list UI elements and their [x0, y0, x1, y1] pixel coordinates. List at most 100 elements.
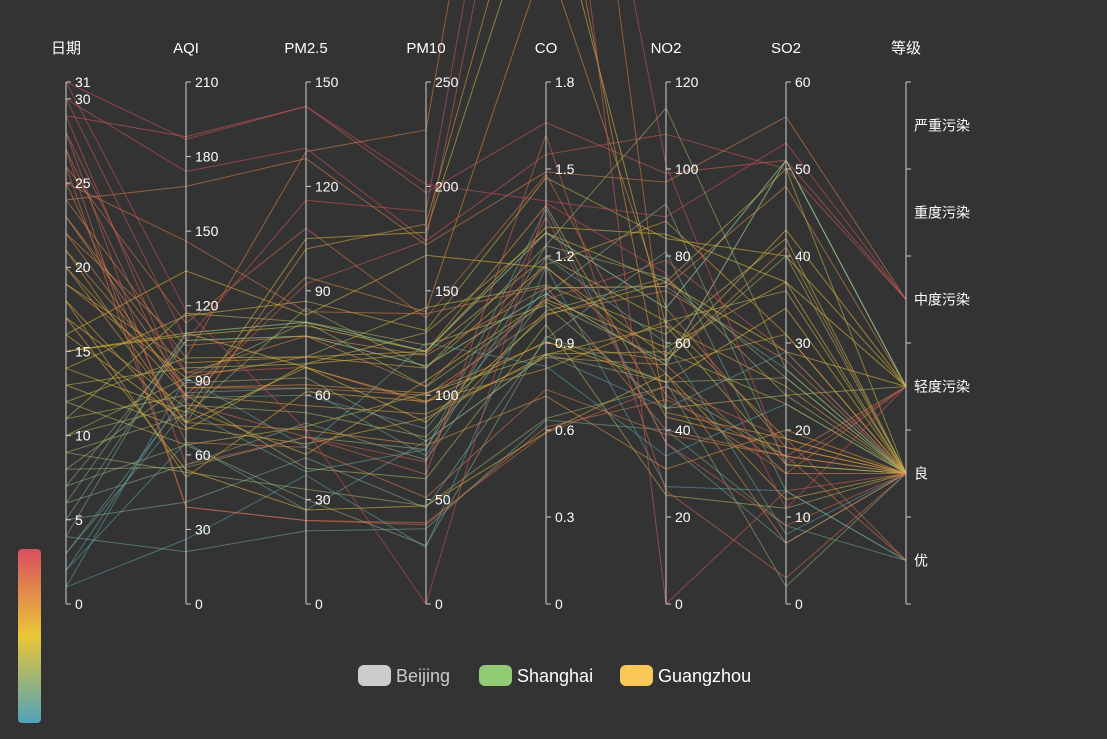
data-line	[65, 182, 907, 457]
tick-label: 0	[675, 596, 683, 612]
tick-label: 40	[675, 422, 691, 438]
data-line	[65, 0, 906, 474]
data-line	[65, 107, 907, 474]
tick-label: 120	[675, 74, 699, 90]
tick-label: 30	[795, 335, 811, 351]
data-line	[65, 250, 907, 561]
axis-pm25: PM2.5 0 30 60 90 120 150	[284, 40, 338, 612]
data-line	[65, 168, 907, 474]
data-line	[65, 385, 907, 507]
data-line	[65, 132, 907, 527]
axis-name: CO	[535, 40, 558, 57]
tick-label: 50	[435, 492, 451, 508]
tick-label: 80	[675, 248, 691, 264]
tick-label: 0	[435, 596, 443, 612]
tick-label: 25	[75, 175, 91, 191]
data-line	[65, 0, 907, 474]
tick-label: 150	[435, 283, 459, 299]
data-line	[65, 0, 907, 466]
legend-label[interactable]: Guangzhou	[658, 666, 751, 686]
data-line	[65, 317, 907, 511]
data-line	[65, 354, 907, 474]
axis-co: CO 0 0.3 0.6 0.9 1.2 1.5 1.8	[535, 40, 575, 612]
data-line	[65, 81, 907, 606]
axis-so2: SO2 0 10 20 30 40 50 60	[771, 40, 811, 612]
tick-label: 20	[675, 509, 691, 525]
data-line	[65, 0, 907, 606]
data-line	[65, 250, 907, 474]
tick-label: 30	[75, 91, 91, 107]
legend-item-beijing[interactable]: Beijing	[358, 665, 450, 686]
data-line	[65, 0, 907, 474]
data-line	[65, 281, 907, 423]
data-line	[65, 207, 907, 554]
visual-map-bar[interactable]	[18, 549, 41, 723]
tick-label: 210	[195, 74, 219, 90]
legend-swatch[interactable]	[358, 665, 391, 686]
tick-label: 20	[795, 422, 811, 438]
data-line	[65, 300, 907, 478]
legend-item-shanghai[interactable]: Shanghai	[479, 665, 593, 686]
data-line	[65, 216, 907, 544]
tick-label: 0	[195, 596, 203, 612]
axis-name: 等级	[891, 39, 921, 57]
data-line	[65, 132, 907, 474]
tick-label: 0.3	[555, 509, 575, 525]
tick-label: 60	[315, 387, 331, 403]
data-line	[65, 335, 907, 588]
data-line	[65, 351, 907, 474]
tick-label: 良	[914, 466, 928, 482]
data-line	[65, 149, 907, 561]
tick-label: 0	[795, 596, 803, 612]
data-line	[65, 304, 907, 420]
legend: Beijing Shanghai Guangzhou	[358, 665, 751, 686]
legend-item-guangzhou[interactable]: Guangzhou	[620, 665, 751, 686]
axis-name: 日期	[51, 40, 81, 57]
data-line	[65, 245, 907, 474]
tick-label: 150	[195, 223, 219, 239]
tick-label: 60	[795, 74, 811, 90]
data-line	[65, 246, 907, 474]
visual-map[interactable]	[18, 549, 41, 723]
tick-label: 200	[435, 178, 459, 194]
legend-label[interactable]: Beijing	[396, 666, 450, 686]
tick-label: 0	[555, 596, 563, 612]
axis-aqi: AQI 0 30 60 90 120 150 180 210	[173, 40, 218, 612]
data-lines	[65, 0, 907, 606]
tick-label: 30	[315, 492, 331, 508]
tick-label: 重度污染	[914, 205, 970, 221]
tick-label: 120	[315, 178, 339, 194]
tick-label: 20	[75, 259, 91, 275]
axis-level: 等级优 良 轻度污染 中度污染 重度污染 严重污染	[891, 39, 970, 605]
tick-label: 100	[675, 161, 699, 177]
tick-label: 0	[315, 596, 323, 612]
legend-swatch[interactable]	[479, 665, 512, 686]
data-line	[65, 0, 907, 474]
tick-label: 60	[675, 335, 691, 351]
data-line	[65, 166, 907, 561]
axis-name: SO2	[771, 40, 801, 57]
tick-label: 90	[195, 372, 211, 388]
data-line	[65, 323, 907, 509]
data-line	[65, 177, 907, 387]
data-line	[65, 116, 907, 300]
data-line	[65, 203, 907, 504]
data-line	[65, 185, 907, 387]
tick-label: 30	[195, 521, 211, 537]
data-line	[65, 255, 907, 474]
tick-label: 优	[914, 553, 928, 569]
data-line	[65, 220, 907, 474]
tick-label: 100	[435, 387, 459, 403]
legend-label[interactable]: Shanghai	[517, 666, 593, 686]
tick-label: 40	[795, 248, 811, 264]
data-line	[65, 98, 907, 300]
tick-label: 1.8	[555, 74, 575, 90]
legend-swatch[interactable]	[620, 665, 653, 686]
tick-label: 0.9	[555, 335, 575, 351]
data-line	[65, 307, 907, 474]
axis-pm10: PM10 0 50 100 150 200 250	[406, 40, 458, 612]
data-line	[65, 300, 907, 474]
tick-label: 10	[795, 509, 811, 525]
